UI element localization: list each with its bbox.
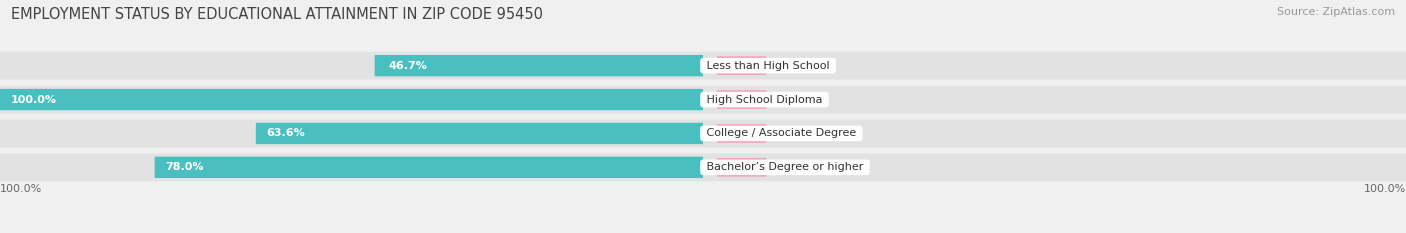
FancyBboxPatch shape xyxy=(0,52,1406,79)
FancyBboxPatch shape xyxy=(256,123,703,144)
FancyBboxPatch shape xyxy=(717,90,766,109)
Text: EMPLOYMENT STATUS BY EDUCATIONAL ATTAINMENT IN ZIP CODE 95450: EMPLOYMENT STATUS BY EDUCATIONAL ATTAINM… xyxy=(11,7,543,22)
Text: 0.0%: 0.0% xyxy=(778,61,806,71)
FancyBboxPatch shape xyxy=(717,56,766,75)
Text: 100.0%: 100.0% xyxy=(0,184,42,194)
FancyBboxPatch shape xyxy=(155,157,703,178)
Text: 0.0%: 0.0% xyxy=(778,128,806,138)
Text: 63.6%: 63.6% xyxy=(266,128,305,138)
Text: Less than High School: Less than High School xyxy=(703,61,834,71)
FancyBboxPatch shape xyxy=(0,154,1406,181)
FancyBboxPatch shape xyxy=(0,86,1406,113)
Text: Bachelor’s Degree or higher: Bachelor’s Degree or higher xyxy=(703,162,868,172)
Text: 100.0%: 100.0% xyxy=(10,95,56,105)
Text: 0.0%: 0.0% xyxy=(778,162,806,172)
FancyBboxPatch shape xyxy=(0,120,1406,147)
Text: 100.0%: 100.0% xyxy=(1364,184,1406,194)
Text: 46.7%: 46.7% xyxy=(388,61,427,71)
Text: 0.0%: 0.0% xyxy=(778,95,806,105)
FancyBboxPatch shape xyxy=(717,124,766,143)
Text: High School Diploma: High School Diploma xyxy=(703,95,825,105)
FancyBboxPatch shape xyxy=(0,89,703,110)
FancyBboxPatch shape xyxy=(717,158,766,177)
Text: 78.0%: 78.0% xyxy=(165,162,204,172)
Text: Source: ZipAtlas.com: Source: ZipAtlas.com xyxy=(1277,7,1395,17)
FancyBboxPatch shape xyxy=(374,55,703,76)
Text: College / Associate Degree: College / Associate Degree xyxy=(703,128,859,138)
